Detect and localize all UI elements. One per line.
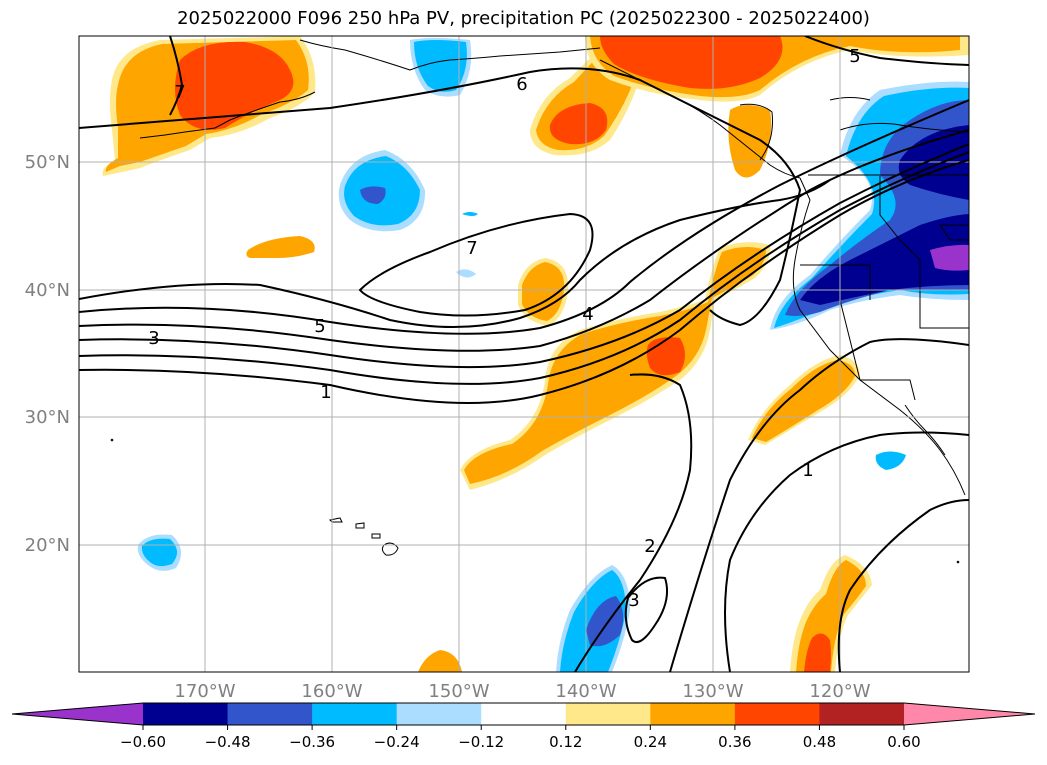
colorbar-tick-label: −0.36: [289, 733, 335, 751]
lat-label: 50°N: [25, 152, 70, 173]
contour-lower-4: [837, 499, 969, 672]
lat-label: 30°N: [25, 407, 70, 428]
lat-label: 40°N: [25, 280, 70, 301]
contour-label: 3: [628, 590, 639, 611]
contour-lower-3: [724, 431, 969, 672]
map-frame: [78, 35, 970, 673]
latitude-labels: 50°N 40°N 30°N 20°N: [25, 152, 70, 556]
contour-label: 6: [516, 74, 527, 95]
colorbar-tick-label: −0.24: [374, 733, 420, 751]
contour-labels: 6 5 7 4 5 3 1 1 2 3 7: [148, 46, 860, 611]
contour-label: 1: [320, 382, 331, 403]
colorbar-segment: [819, 703, 905, 725]
contour-2: [79, 151, 969, 385]
colorbar-segment: [227, 703, 313, 725]
contour-6: [79, 179, 831, 328]
colorbar-segment: [143, 703, 229, 725]
pv-contours: [79, 36, 969, 672]
contour-5: [79, 99, 969, 335]
colorbar-extend-right: [904, 703, 1035, 725]
colorbar-tick-label: 0.36: [718, 733, 751, 751]
colorbar-tick-label: −0.12: [458, 733, 504, 751]
contour-label: 7: [466, 238, 477, 259]
contour-small-loop: [624, 576, 668, 644]
colorbar-tick-label: −0.60: [120, 733, 166, 751]
lon-label: 120°W: [809, 681, 870, 702]
contour-north: [804, 36, 969, 66]
colorbar-segment: [565, 703, 651, 725]
colorbar-tick-label: 0.60: [887, 733, 920, 751]
contour-3: [79, 143, 969, 369]
contour-label: 5: [314, 316, 325, 337]
contour-7-loop: [358, 212, 594, 317]
colorbar-extend-left: [12, 703, 143, 725]
colorbar-segment: [312, 703, 398, 725]
colorbar-segments: [143, 703, 905, 725]
colorbar-segment: [481, 703, 567, 725]
colorbar-segment: [396, 703, 482, 725]
contour-lower-2: [669, 338, 969, 672]
colorbar-tick-label: −0.48: [205, 733, 251, 751]
contour-lower-1: [574, 373, 693, 672]
contour-jet-top: [79, 67, 802, 327]
islands: [110, 438, 960, 564]
contour-1: [79, 159, 969, 404]
contour-label: 7: [174, 82, 185, 103]
map-background: [79, 36, 969, 672]
map-layers: 6 5 7 4 5 3 1 1 2 3 7: [79, 36, 969, 672]
contour-label: 5: [849, 46, 860, 67]
longitude-labels: 170°W 160°W 150°W 140°W 130°W 120°W: [174, 681, 870, 702]
lon-label: 160°W: [301, 681, 362, 702]
lon-label: 140°W: [555, 681, 616, 702]
contour-label: 3: [148, 328, 159, 349]
contour-label: 1: [802, 460, 813, 481]
colorbar-segment: [734, 703, 820, 725]
gridlines: [79, 36, 969, 672]
contour-7-top: [169, 36, 184, 116]
contour-label: 4: [582, 304, 593, 325]
colorbar-ticks: −0.60 −0.48 −0.36 −0.24 −0.12 0.12 0.24 0.36 0.4…: [120, 725, 921, 751]
colorbar-segment: [650, 703, 736, 725]
lon-label: 170°W: [174, 681, 235, 702]
colorbar-tick-label: 0.12: [549, 733, 582, 751]
figure-title: 2025022000 F096 250 hPa PV, precipitatio…: [177, 8, 870, 29]
lat-label: 20°N: [25, 535, 70, 556]
lon-label: 150°W: [428, 681, 489, 702]
colorbar-tick-label: 0.24: [634, 733, 667, 751]
contour-label: 2: [644, 536, 655, 557]
colorbar-tick-label: 0.48: [803, 733, 836, 751]
colorbar: −0.60 −0.48 −0.36 −0.24 −0.12 0.12 0.24 0.36 0.4…: [11, 702, 1036, 751]
lon-label: 130°W: [682, 681, 743, 702]
